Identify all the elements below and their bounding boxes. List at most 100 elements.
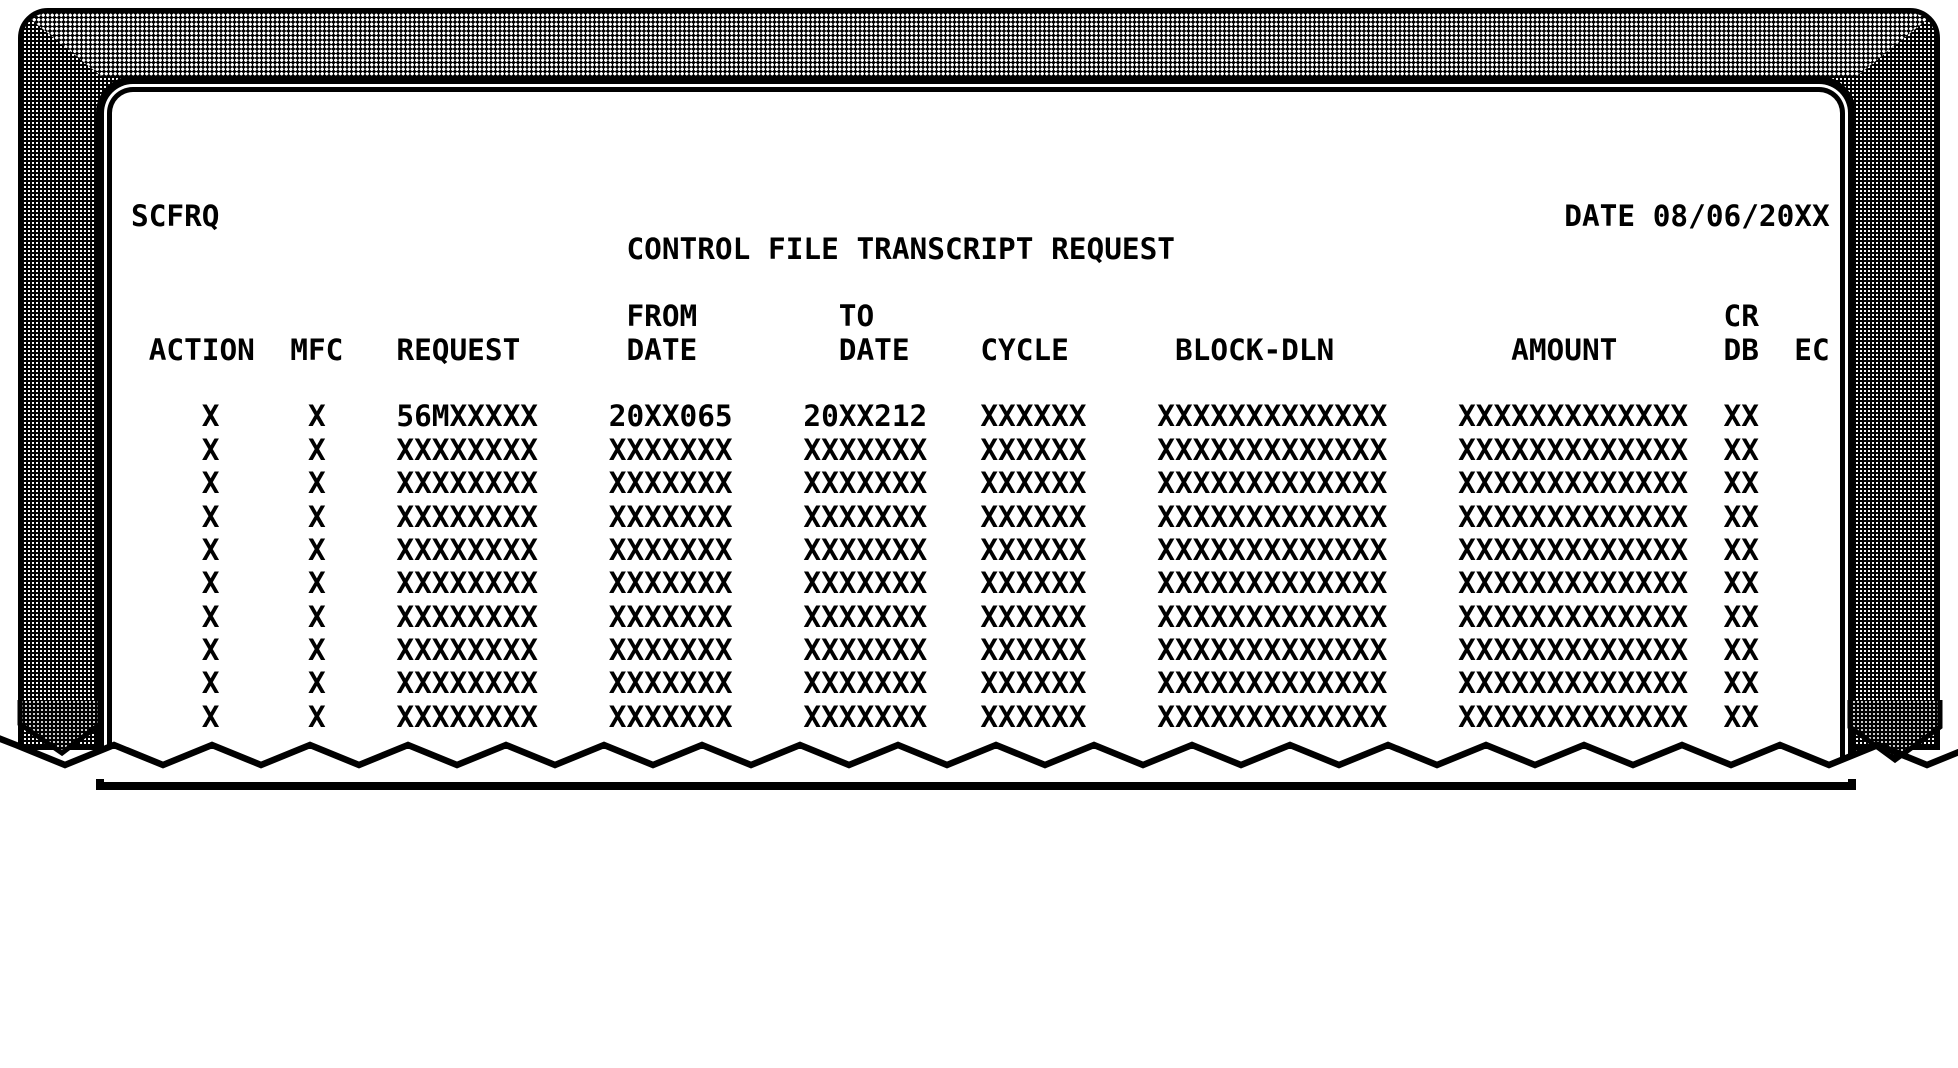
cell-to-date[interactable]: XXXXXXX bbox=[803, 566, 928, 601]
cell-amount[interactable]: XXXXXXXXXXXXX bbox=[1458, 633, 1689, 668]
cell-action[interactable]: X bbox=[201, 432, 220, 467]
cell-cr-db[interactable]: XX bbox=[1723, 499, 1759, 534]
cell-from-date[interactable]: XXXXXXX bbox=[608, 432, 733, 467]
cell-mfc[interactable]: X bbox=[307, 399, 326, 434]
cell-mfc[interactable]: X bbox=[307, 699, 326, 734]
cell-amount[interactable]: XXXXXXXXXXXXX bbox=[1458, 599, 1689, 634]
cell-to-date[interactable]: XXXXXXX bbox=[803, 666, 928, 701]
cell-request[interactable]: XXXXXXXX bbox=[396, 666, 538, 701]
cell-cr-db[interactable]: XX bbox=[1723, 532, 1759, 567]
cell-mfc[interactable]: X bbox=[307, 499, 326, 534]
cell-to-date[interactable]: XXXXXXX bbox=[803, 633, 928, 668]
cell-amount[interactable]: XXXXXXXXXXXXX bbox=[1458, 432, 1689, 467]
cell-action[interactable]: X bbox=[201, 466, 220, 501]
cell-block-dln[interactable]: XXXXXXXXXXXXX bbox=[1157, 499, 1388, 534]
cell-action[interactable]: X bbox=[201, 566, 220, 601]
cell-cycle[interactable]: XXXXXX bbox=[980, 566, 1087, 601]
cell-amount[interactable]: XXXXXXXXXXXXX bbox=[1458, 566, 1689, 601]
cell-request[interactable]: XXXXXXXX bbox=[396, 466, 538, 501]
cell-mfc[interactable]: X bbox=[307, 532, 326, 567]
cell-block-dln[interactable]: XXXXXXXXXXXXX bbox=[1157, 399, 1388, 434]
cell-from-date[interactable]: XXXXXXX bbox=[608, 633, 733, 668]
cell-action[interactable]: X bbox=[201, 666, 220, 701]
cell-amount[interactable]: XXXXXXXXXXXXX bbox=[1458, 699, 1689, 734]
cell-mfc[interactable]: X bbox=[307, 566, 326, 601]
cell-from-date[interactable]: XXXXXXX bbox=[608, 599, 733, 634]
command-code[interactable]: SCFRQ bbox=[131, 199, 220, 233]
header-top-line: FROM TO CR bbox=[131, 299, 1836, 334]
cell-from-date[interactable]: XXXXXXX bbox=[608, 566, 733, 601]
header-mfc: MFC bbox=[290, 332, 344, 367]
cell-to-date[interactable]: XXXXXXX bbox=[803, 466, 928, 501]
cell-request[interactable]: XXXXXXXX bbox=[396, 499, 538, 534]
cell-block-dln[interactable]: XXXXXXXXXXXXX bbox=[1157, 566, 1388, 601]
cell-mfc[interactable]: X bbox=[307, 432, 326, 467]
cell-cr-db[interactable]: XX bbox=[1723, 666, 1759, 701]
cell-cr-db[interactable]: XX bbox=[1723, 399, 1759, 434]
cell-amount[interactable]: XXXXXXXXXXXXX bbox=[1458, 466, 1689, 501]
cell-request[interactable]: XXXXXXXX bbox=[396, 633, 538, 668]
cell-block-dln[interactable]: XXXXXXXXXXXXX bbox=[1157, 666, 1388, 701]
cell-to-date[interactable]: XXXXXXX bbox=[803, 699, 928, 734]
cell-block-dln[interactable]: XXXXXXXXXXXXX bbox=[1157, 633, 1388, 668]
cell-action[interactable]: X bbox=[201, 499, 220, 534]
cell-cr-db[interactable]: XX bbox=[1723, 699, 1759, 734]
cell-cr-db[interactable]: XX bbox=[1723, 466, 1759, 501]
cell-action[interactable]: X bbox=[201, 599, 220, 634]
cell-action[interactable]: X bbox=[201, 633, 220, 668]
cell-cycle[interactable]: XXXXXX bbox=[980, 532, 1087, 567]
cell-cycle[interactable]: XXXXXX bbox=[980, 633, 1087, 668]
cell-from-date[interactable]: XXXXXXX bbox=[608, 532, 733, 567]
cell-from-date[interactable]: XXXXXXX bbox=[608, 466, 733, 501]
cell-amount[interactable]: XXXXXXXXXXXXX bbox=[1458, 499, 1689, 534]
cell-request[interactable]: XXXXXXXX bbox=[396, 432, 538, 467]
header-cycle: CYCLE bbox=[980, 332, 1069, 367]
cell-to-date[interactable]: 20XX212 bbox=[803, 399, 928, 434]
cell-mfc[interactable]: X bbox=[307, 599, 326, 634]
cell-cycle[interactable]: XXXXXX bbox=[980, 399, 1087, 434]
cell-amount[interactable]: XXXXXXXXXXXXX bbox=[1458, 399, 1689, 434]
cell-action[interactable]: X bbox=[201, 399, 220, 434]
cell-to-date[interactable]: XXXXXXX bbox=[803, 432, 928, 467]
cell-amount[interactable]: XXXXXXXXXXXXX bbox=[1458, 532, 1689, 567]
cell-cycle[interactable]: XXXXXX bbox=[980, 666, 1087, 701]
cell-mfc[interactable]: X bbox=[307, 633, 326, 668]
cell-mfc[interactable]: X bbox=[307, 666, 326, 701]
cell-block-dln[interactable]: XXXXXXXXXXXXX bbox=[1157, 532, 1388, 567]
cell-request[interactable]: XXXXXXXX bbox=[396, 566, 538, 601]
terminal-screen: SCFRQ DATE 08/06/20XX CONTROL FILE TRANS… bbox=[107, 87, 1845, 779]
cell-cr-db[interactable]: XX bbox=[1723, 566, 1759, 601]
cell-from-date[interactable]: 20XX065 bbox=[608, 399, 733, 434]
header-cr: CR bbox=[1723, 299, 1759, 334]
cell-to-date[interactable]: XXXXXXX bbox=[803, 532, 928, 567]
cell-to-date[interactable]: XXXXXXX bbox=[803, 599, 928, 634]
cell-cr-db[interactable]: XX bbox=[1723, 599, 1759, 634]
cell-cycle[interactable]: XXXXXX bbox=[980, 699, 1087, 734]
page-title: CONTROL FILE TRANSCRIPT REQUEST bbox=[626, 232, 1175, 267]
cell-block-dln[interactable]: XXXXXXXXXXXXX bbox=[1157, 699, 1388, 734]
cell-request[interactable]: XXXXXXXX bbox=[396, 599, 538, 634]
cell-from-date[interactable]: XXXXXXX bbox=[608, 666, 733, 701]
table-row: X X XXXXXXXX XXXXXXX XXXXXXX XXXXXX XXXX… bbox=[131, 532, 1836, 567]
cell-cycle[interactable]: XXXXXX bbox=[980, 599, 1087, 634]
header-block-dln: BLOCK-DLN bbox=[1174, 332, 1335, 367]
cell-block-dln[interactable]: XXXXXXXXXXXXX bbox=[1157, 432, 1388, 467]
cell-request[interactable]: XXXXXXXX bbox=[396, 699, 538, 734]
cell-from-date[interactable]: XXXXXXX bbox=[608, 499, 733, 534]
cell-action[interactable]: X bbox=[201, 532, 220, 567]
cell-cycle[interactable]: XXXXXX bbox=[980, 432, 1087, 467]
cell-cr-db[interactable]: XX bbox=[1723, 432, 1759, 467]
cell-request[interactable]: XXXXXXXX bbox=[396, 532, 538, 567]
header-from: FROM bbox=[626, 299, 698, 334]
cell-cr-db[interactable]: XX bbox=[1723, 633, 1759, 668]
cell-to-date[interactable]: XXXXXXX bbox=[803, 499, 928, 534]
cell-amount[interactable]: XXXXXXXXXXXXX bbox=[1458, 666, 1689, 701]
cell-mfc[interactable]: X bbox=[307, 466, 326, 501]
cell-request[interactable]: 56MXXXXX bbox=[396, 399, 538, 434]
cell-from-date[interactable]: XXXXXXX bbox=[608, 699, 733, 734]
cell-cycle[interactable]: XXXXXX bbox=[980, 499, 1087, 534]
cell-block-dln[interactable]: XXXXXXXXXXXXX bbox=[1157, 466, 1388, 501]
cell-action[interactable]: X bbox=[201, 699, 220, 734]
cell-block-dln[interactable]: XXXXXXXXXXXXX bbox=[1157, 599, 1388, 634]
cell-cycle[interactable]: XXXXXX bbox=[980, 466, 1087, 501]
